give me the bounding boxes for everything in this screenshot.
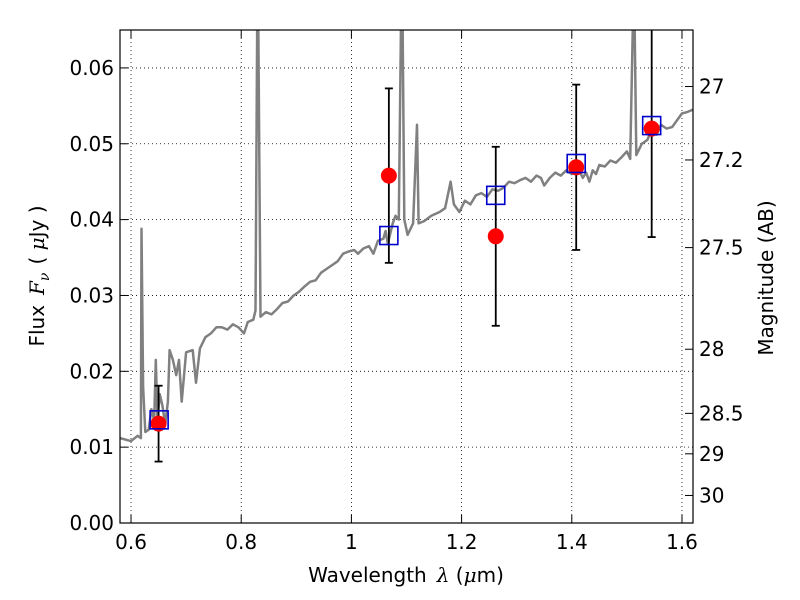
right-axis-ticks: 27 27.2 27.5 28 28.5 29 30 xyxy=(685,75,744,507)
model-spectrum-layer xyxy=(120,30,693,443)
observed-point xyxy=(380,167,397,184)
y-axis-label: FluxFν( μJy ) xyxy=(25,205,53,346)
x-axis-ticks: 0.6 0.8 1 1.2 1.4 1.6 xyxy=(115,30,698,554)
mag-tick-label: 28 xyxy=(699,337,724,361)
y-tick-label: 0.04 xyxy=(69,208,114,232)
model-photometry-point xyxy=(149,410,169,430)
observed-point xyxy=(487,228,504,245)
mag-tick-label: 29 xyxy=(699,442,724,466)
mag-tick-label: 30 xyxy=(699,483,724,507)
model-spectrum-line xyxy=(120,30,693,443)
y-tick-label: 0.05 xyxy=(69,132,114,156)
model-photometry-point xyxy=(641,115,662,136)
observed-point xyxy=(150,415,167,432)
observed-point xyxy=(643,120,660,137)
model-photometry-point xyxy=(566,153,586,174)
right-axis-label: Magnitude (AB) xyxy=(754,200,778,355)
plot-frame xyxy=(119,29,694,524)
model-photometry-layer xyxy=(149,115,662,430)
error-bars-layer xyxy=(154,30,656,463)
model-photometry-point xyxy=(379,225,399,246)
y-tick-label: 0.02 xyxy=(69,359,114,383)
observed-points-layer xyxy=(150,120,660,432)
y-tick-label: 0.01 xyxy=(69,435,114,459)
model-photometry-point xyxy=(485,185,506,206)
x-tick-label: 1.6 xyxy=(666,530,698,554)
y-tick-label: 0.00 xyxy=(69,511,114,535)
x-tick-label: 1.2 xyxy=(446,530,478,554)
x-tick-label: 0.8 xyxy=(225,530,257,554)
y-tick-label: 0.06 xyxy=(69,56,114,80)
grid-lines xyxy=(120,30,693,524)
x-tick-label: 1.4 xyxy=(556,530,588,554)
x-tick-label: 0.6 xyxy=(115,530,147,554)
mag-tick-label: 28.5 xyxy=(699,401,744,425)
x-tick-label: 1 xyxy=(345,530,358,554)
observed-point xyxy=(568,159,585,176)
y-axis-ticks: 0.00 0.01 0.02 0.03 0.04 0.05 0.06 xyxy=(69,56,128,535)
x-axis-label: Wavelength λ (μm) xyxy=(308,563,504,587)
mag-tick-label: 27.5 xyxy=(699,236,744,260)
mag-tick-label: 27.2 xyxy=(699,148,744,172)
y-tick-label: 0.03 xyxy=(69,283,114,307)
mag-tick-label: 27 xyxy=(699,75,724,99)
